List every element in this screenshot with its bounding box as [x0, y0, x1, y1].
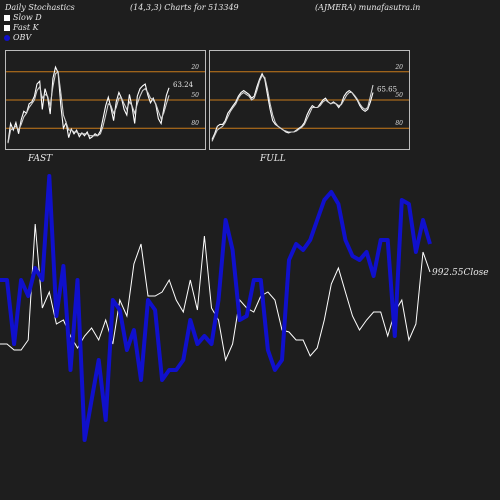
legend-item-obv: OBV	[4, 33, 31, 42]
legend-label-obv: OBV	[13, 33, 32, 42]
full-tick-label: 50	[395, 92, 403, 99]
fast-last-value-label: 63.24	[173, 81, 194, 89]
full-last-value-label: 65.65	[377, 85, 397, 93]
full-series-line-1	[211, 72, 374, 140]
full-tick-label: 80	[395, 120, 403, 127]
full-series-line-2	[211, 74, 374, 142]
legend-swatch-obv	[4, 34, 10, 41]
full-tick-label: 20	[394, 64, 403, 71]
fast-tick-label: 80	[191, 120, 199, 127]
obv-line	[0, 174, 432, 442]
legend-label-slow-d: Slow D	[13, 13, 42, 22]
chart-title-right: (AJMERA) munafasutra.in	[315, 3, 421, 12]
legend-item-fast-k: Fast K	[4, 23, 39, 32]
legend-swatch-fast-k	[4, 24, 10, 31]
legend-item-slow-d: Slow D	[4, 13, 42, 22]
full-stochastic-plot: 80 50 20 65.65	[210, 64, 409, 142]
obv-price-plot: 992.55Close	[0, 174, 489, 442]
fast-series-line-2	[7, 70, 170, 144]
chart-title-middle: (14,3,3) Charts for 513349	[130, 3, 239, 12]
legend-label-fast-k: Fast K	[13, 23, 39, 32]
full-stochastic-panel: 80 50 20 65.65	[209, 50, 410, 150]
fast-panel-label: FAST	[28, 154, 53, 164]
fast-series-line-1	[7, 65, 170, 143]
fast-tick-label: 50	[191, 92, 199, 99]
fast-tick-label: 20	[190, 64, 199, 71]
fast-stochastic-plot: 80 50 20 63.24	[6, 64, 205, 144]
full-panel-label: FULL	[260, 154, 286, 164]
legend-swatch-slow-d	[4, 14, 10, 21]
fast-stochastic-panel: 80 50 20 63.24	[5, 50, 206, 150]
chart-title-left: Daily Stochastics	[5, 3, 75, 12]
close-last-value-label: 992.55Close	[432, 268, 489, 278]
